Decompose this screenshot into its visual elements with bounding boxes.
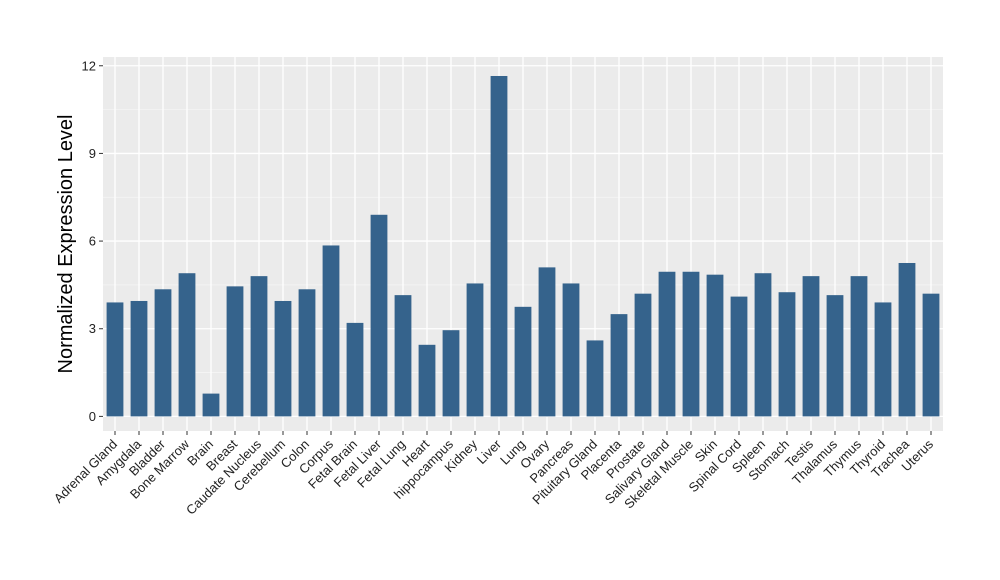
bar: [658, 271, 676, 417]
bar: [226, 286, 244, 417]
bar: [202, 393, 220, 417]
bar: [898, 262, 916, 417]
bar: [754, 273, 772, 417]
y-axis: 0 3 6 9 12: [82, 58, 103, 424]
bar: [850, 276, 868, 417]
bar: [346, 322, 364, 417]
y-tick-label: 9: [89, 146, 96, 161]
bar: [298, 289, 316, 417]
bar: [322, 245, 340, 417]
bar: [682, 271, 700, 417]
bar: [130, 300, 148, 417]
y-tick-label: 0: [89, 409, 96, 424]
bar: [250, 276, 268, 417]
bar: [394, 295, 412, 417]
bar: [634, 293, 652, 417]
bar: [466, 283, 484, 417]
bar: [154, 289, 172, 417]
bar: [274, 300, 292, 417]
bar: [826, 295, 844, 417]
bar: [514, 306, 532, 417]
bar: [730, 296, 748, 417]
bar: [778, 292, 796, 417]
y-tick-label: 3: [89, 321, 96, 336]
bar: [490, 75, 508, 417]
bar: [802, 276, 820, 417]
y-tick-label: 6: [89, 234, 96, 249]
bar: [370, 214, 388, 417]
bar: [106, 302, 124, 417]
bar: [586, 340, 604, 417]
bar: [178, 273, 196, 417]
bar: [562, 283, 580, 417]
y-tick-label: 12: [82, 58, 96, 73]
bar: [610, 314, 628, 417]
bar: [922, 293, 940, 417]
bar: [442, 330, 460, 417]
bars-group: [106, 75, 940, 417]
bar: [706, 274, 724, 417]
bar: [874, 302, 892, 417]
bar: [538, 267, 556, 417]
y-axis-title: Normalized Expression Level: [55, 114, 77, 373]
bar: [418, 344, 436, 417]
